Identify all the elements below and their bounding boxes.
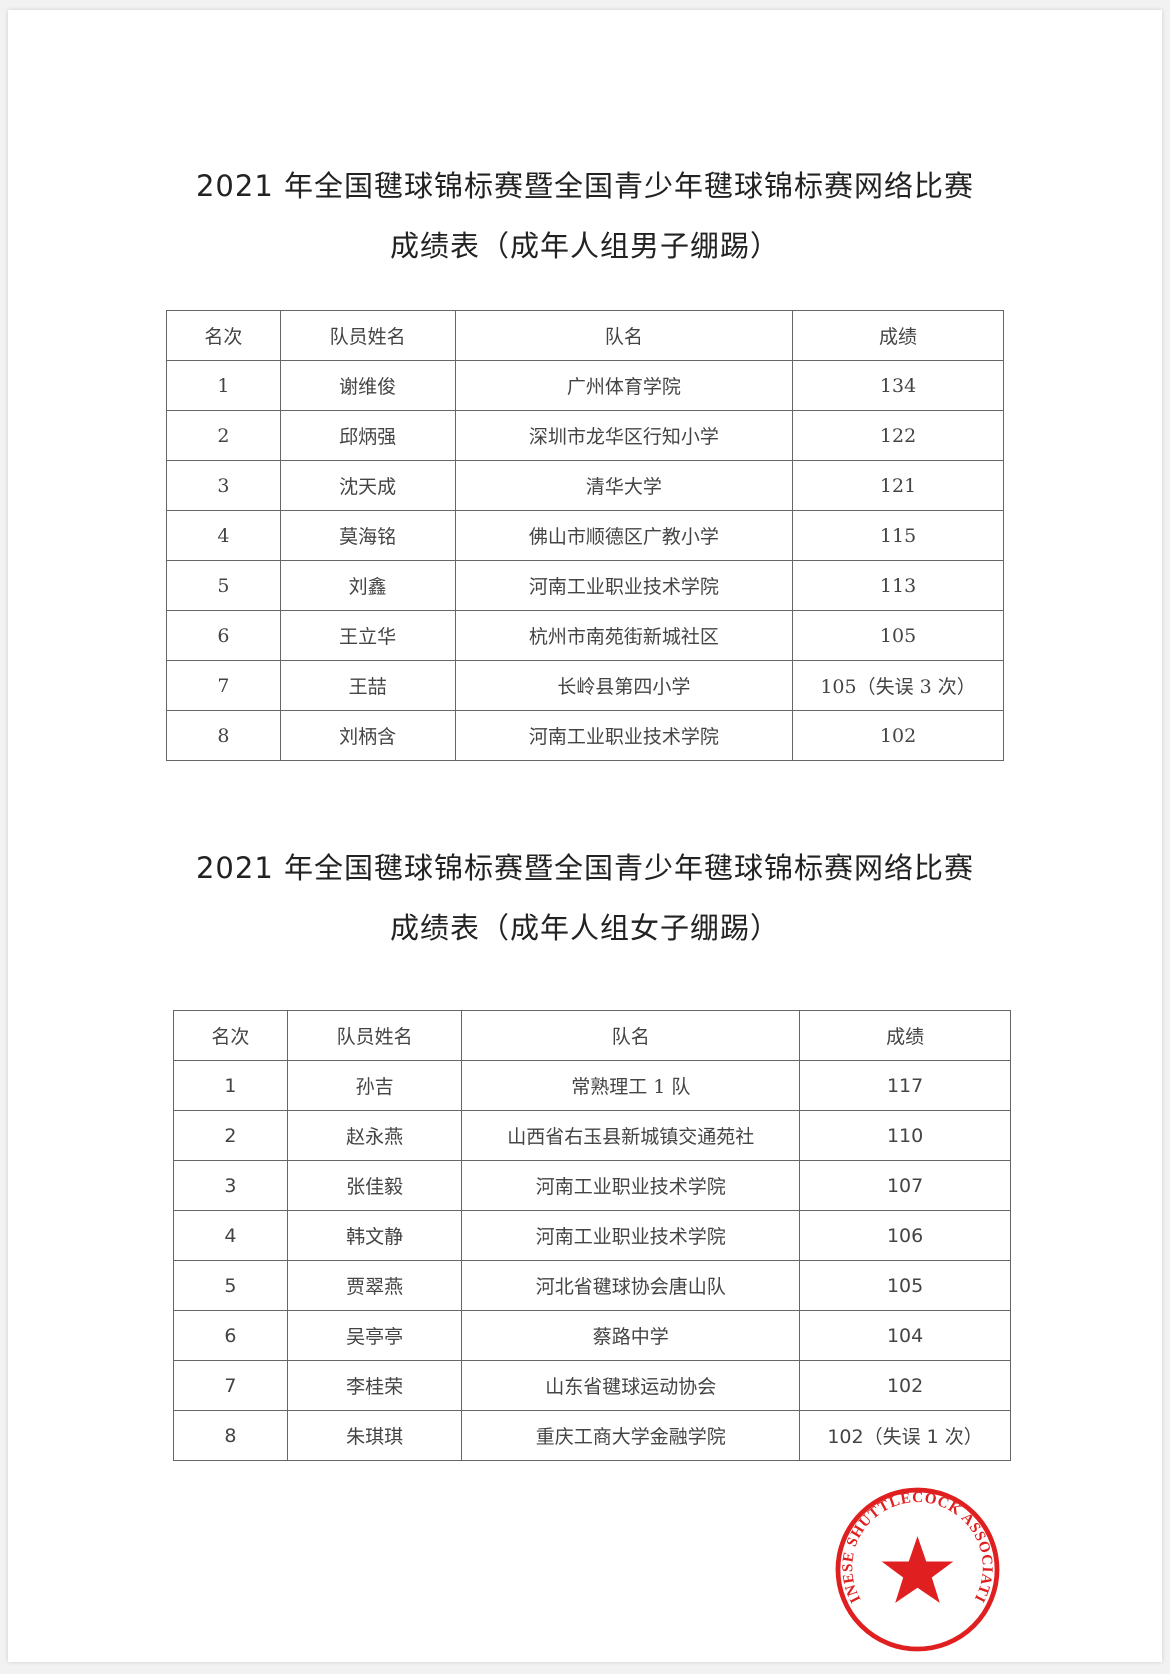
cell-rank: 1 <box>166 360 281 411</box>
cell-player-name: 刘柄含 <box>279 710 456 761</box>
cell-player-name: 吴亭亭 <box>286 1310 463 1361</box>
table-row: 5 刘鑫 河南工业职业技术学院 113 <box>166 560 1004 611</box>
cell-score: 115 <box>792 510 1004 561</box>
header-team-name: 队名 <box>461 1010 801 1061</box>
cell-team-name: 河南工业职业技术学院 <box>461 1210 801 1261</box>
cell-player-name: 朱琪琪 <box>286 1410 463 1461</box>
table1-title-line1: 2021 年全国毽球锦标赛暨全国青少年毽球锦标赛网络比赛 <box>195 169 975 203</box>
header-row: 名次 队员姓名 队名 成绩 <box>166 310 1004 361</box>
table-row: 8 刘柄含 河南工业职业技术学院 102 <box>166 710 1004 761</box>
header-score: 成绩 <box>792 310 1004 361</box>
cell-rank: 2 <box>166 410 281 461</box>
cell-player-name: 赵永燕 <box>286 1110 463 1161</box>
header-team-name: 队名 <box>454 310 794 361</box>
cell-player-name: 韩文静 <box>286 1210 463 1261</box>
cell-team-name: 河北省毽球协会唐山队 <box>461 1260 801 1311</box>
cell-rank: 8 <box>166 710 281 761</box>
cell-score: 113 <box>792 560 1004 611</box>
cell-rank: 3 <box>173 1160 288 1211</box>
cell-team-name: 杭州市南苑街新城社区 <box>454 610 794 661</box>
cell-team-name: 山东省毽球运动协会 <box>461 1360 801 1411</box>
cell-score: 106 <box>799 1210 1011 1261</box>
cell-team-name: 山西省右玉县新城镇交通苑社 <box>461 1110 801 1161</box>
cell-player-name: 谢维俊 <box>279 360 456 411</box>
table1-title-line2: 成绩表（成年人组男子绷踢） <box>389 229 780 263</box>
cell-team-name: 蔡路中学 <box>461 1310 801 1361</box>
cell-rank: 1 <box>173 1060 288 1111</box>
cell-player-name: 王喆 <box>279 660 456 711</box>
header-rank: 名次 <box>173 1010 288 1061</box>
cell-team-name: 清华大学 <box>454 460 794 511</box>
cell-player-name: 王立华 <box>279 610 456 661</box>
cell-score: 121 <box>792 460 1004 511</box>
cell-rank: 7 <box>173 1360 288 1411</box>
table-row: 1 谢维俊 广州体育学院 134 <box>166 360 1004 411</box>
cell-score: 105 <box>792 610 1004 661</box>
star-icon <box>881 1536 954 1603</box>
cell-team-name: 重庆工商大学金融学院 <box>461 1410 801 1461</box>
cell-rank: 4 <box>166 510 281 561</box>
cell-rank: 6 <box>166 610 281 661</box>
table-row: 6 吴亭亭 蔡路中学 104 <box>173 1310 1011 1361</box>
cell-rank: 8 <box>173 1410 288 1461</box>
cell-rank: 5 <box>166 560 281 611</box>
cell-team-name: 长岭县第四小学 <box>454 660 794 711</box>
cell-score: 105 <box>799 1260 1011 1311</box>
table-row: 5 贾翠燕 河北省毽球协会唐山队 105 <box>173 1260 1011 1311</box>
cell-rank: 5 <box>173 1260 288 1311</box>
table-row: 2 赵永燕 山西省右玉县新城镇交通苑社 110 <box>173 1110 1011 1161</box>
table-row: 3 张佳毅 河南工业职业技术学院 107 <box>173 1160 1011 1211</box>
cell-score: 117 <box>799 1060 1011 1111</box>
cell-player-name: 刘鑫 <box>279 560 456 611</box>
cell-player-name: 沈天成 <box>279 460 456 511</box>
table-row: 8 朱琪琪 重庆工商大学金融学院 102（失误 1 次） <box>173 1410 1011 1461</box>
cell-rank: 3 <box>166 460 281 511</box>
cell-score: 110 <box>799 1110 1011 1161</box>
table2-title-line2: 成绩表（成年人组女子绷踢） <box>389 911 780 945</box>
cell-player-name: 孙吉 <box>286 1060 463 1111</box>
cell-team-name: 河南工业职业技术学院 <box>454 710 794 761</box>
cell-rank: 6 <box>173 1310 288 1361</box>
association-seal-stamp: CHINESE SHUTTLECOCK ASSOCIATION <box>830 1482 1000 1652</box>
cell-team-name: 河南工业职业技术学院 <box>461 1160 801 1211</box>
women-results-table: 名次 队员姓名 队名 成绩 1 孙吉 常熟理工 1 队 117 2 赵永燕 山西省右玉县新城镇交通苑… <box>173 1010 1011 1461</box>
table-row: 2 邱炳强 深圳市龙华区行知小学 122 <box>166 410 1004 461</box>
cell-score: 122 <box>792 410 1004 461</box>
cell-team-name: 常熟理工 1 队 <box>461 1060 801 1111</box>
header-row: 名次 队员姓名 队名 成绩 <box>173 1010 1011 1061</box>
cell-player-name: 邱炳强 <box>279 410 456 461</box>
cell-player-name: 李桂荣 <box>286 1360 463 1411</box>
table-row: 3 沈天成 清华大学 121 <box>166 460 1004 511</box>
cell-score: 102（失误 1 次） <box>799 1410 1011 1461</box>
header-score: 成绩 <box>799 1010 1011 1061</box>
cell-score: 102 <box>799 1360 1011 1411</box>
cell-rank: 4 <box>173 1210 288 1261</box>
cell-team-name: 广州体育学院 <box>454 360 794 411</box>
cell-team-name: 佛山市顺德区广教小学 <box>454 510 794 561</box>
cell-rank: 2 <box>173 1110 288 1161</box>
cell-player-name: 莫海铭 <box>279 510 456 561</box>
cell-score: 104 <box>799 1310 1011 1361</box>
cell-player-name: 贾翠燕 <box>286 1260 463 1311</box>
cell-player-name: 张佳毅 <box>286 1160 463 1211</box>
table-row: 6 王立华 杭州市南苑街新城社区 105 <box>166 610 1004 661</box>
header-rank: 名次 <box>166 310 281 361</box>
cell-score: 102 <box>792 710 1004 761</box>
table-row: 4 莫海铭 佛山市顺德区广教小学 115 <box>166 510 1004 561</box>
cell-score: 105（失误 3 次） <box>792 660 1004 711</box>
cell-rank: 7 <box>166 660 281 711</box>
cell-team-name: 河南工业职业技术学院 <box>454 560 794 611</box>
table-row: 7 王喆 长岭县第四小学 105（失误 3 次） <box>166 660 1004 711</box>
header-player-name: 队员姓名 <box>279 310 456 361</box>
table-row: 1 孙吉 常熟理工 1 队 117 <box>173 1060 1011 1111</box>
cell-score: 107 <box>799 1160 1011 1211</box>
table-row: 7 李桂荣 山东省毽球运动协会 102 <box>173 1360 1011 1411</box>
table-row: 4 韩文静 河南工业职业技术学院 106 <box>173 1210 1011 1261</box>
cell-score: 134 <box>792 360 1004 411</box>
table2-title-line1: 2021 年全国毽球锦标赛暨全国青少年毽球锦标赛网络比赛 <box>195 851 975 885</box>
header-player-name: 队员姓名 <box>286 1010 463 1061</box>
cell-team-name: 深圳市龙华区行知小学 <box>454 410 794 461</box>
men-results-table: 名次 队员姓名 队名 成绩 1 谢维俊 广州体育学院 134 2 邱炳强 深圳市龙华区行知小学 122… <box>166 310 1004 761</box>
